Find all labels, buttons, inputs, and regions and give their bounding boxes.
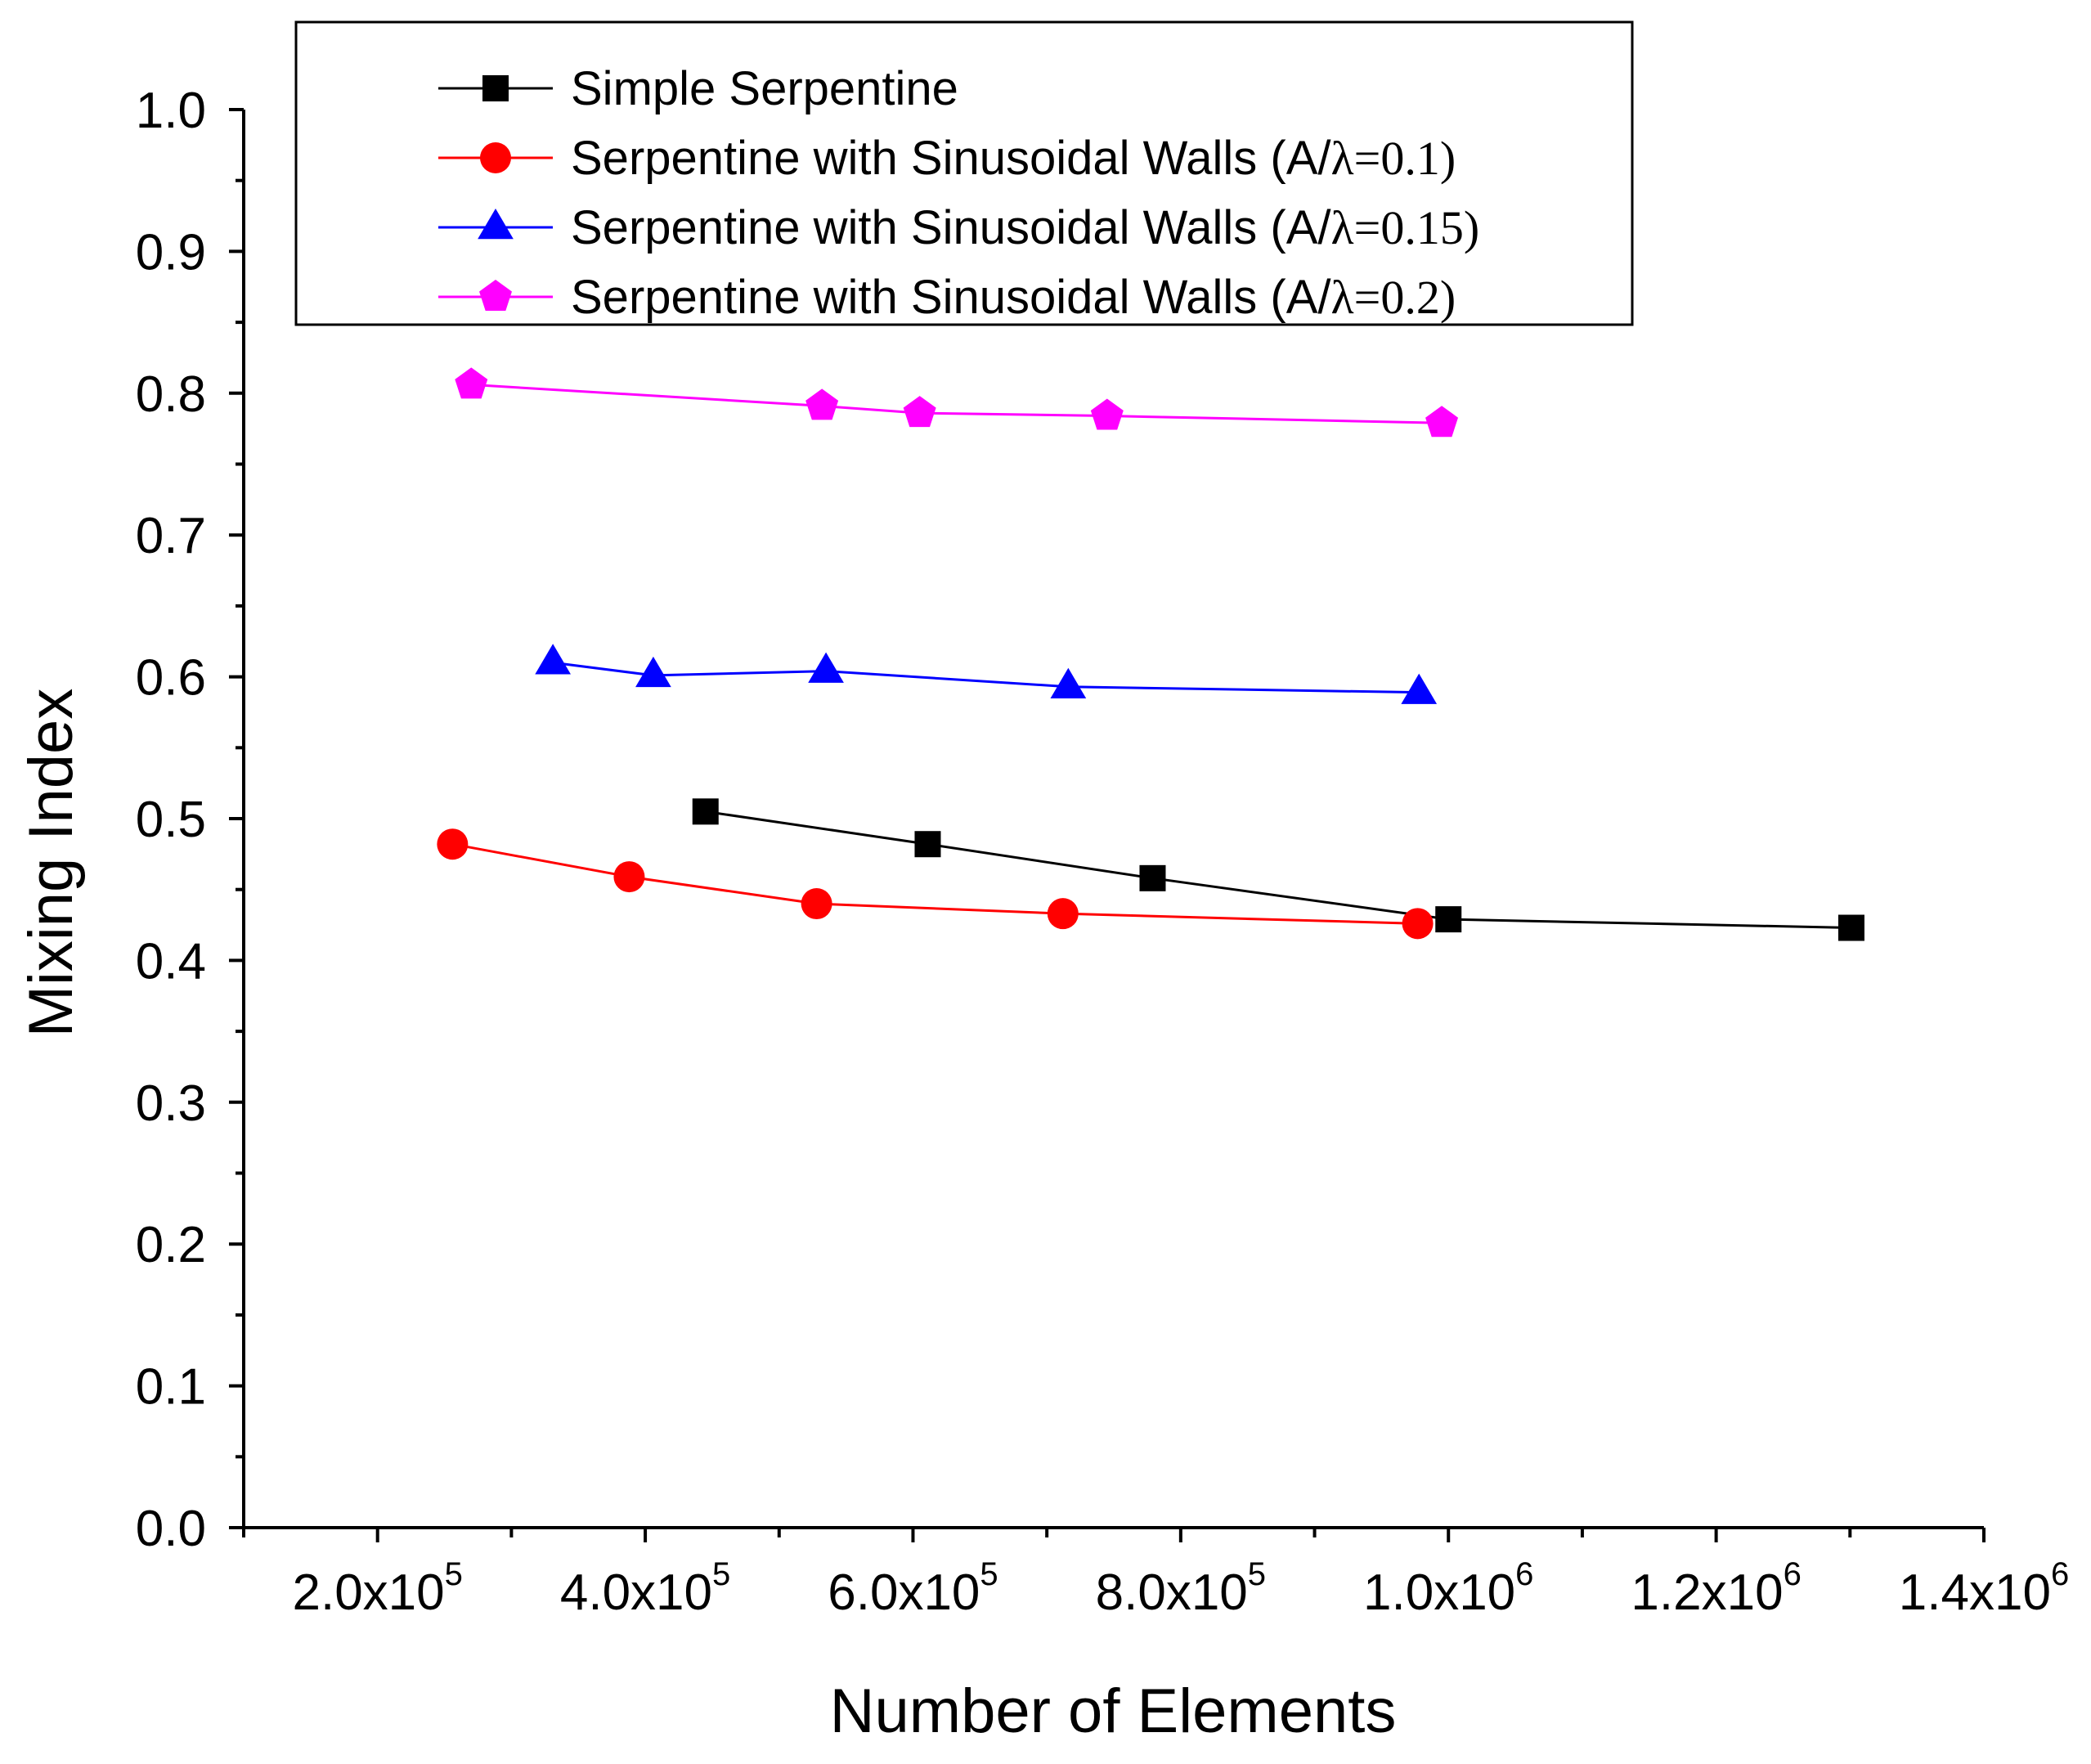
data-point (613, 861, 645, 893)
x-tick-label: 4.0x105 (560, 1556, 730, 1621)
data-point (1402, 908, 1434, 940)
data-point (801, 888, 832, 920)
y-tick-label: 0.0 (136, 1501, 206, 1557)
x-tick-label: 1.0x106 (1363, 1556, 1533, 1621)
series-4 (455, 367, 1459, 438)
data-point (535, 644, 571, 675)
data-point (808, 652, 844, 683)
y-tick-label: 0.6 (136, 650, 206, 707)
x-axis-ticks: 2.0x105 4.0x105 6.0x105 8.0x105 1.0x106 1.2x1… (242, 1528, 2069, 1621)
data-point (1047, 898, 1079, 930)
series-3 (535, 644, 1438, 704)
data-point (805, 388, 839, 420)
legend-label: Serpentine with Sinusoidal Walls (A/λ=0.… (571, 201, 1479, 254)
data-point (1050, 667, 1087, 698)
data-point (437, 828, 469, 860)
y-tick-label: 0.5 (136, 792, 206, 848)
legend-marker (480, 142, 511, 173)
legend-entry: Serpentine with Sinusoidal Walls (A/λ=0.… (438, 132, 1456, 185)
series-2 (437, 828, 1434, 940)
data-point (1425, 406, 1459, 438)
y-tick-label: 0.1 (136, 1359, 206, 1416)
data-point (635, 656, 671, 688)
data-point (1837, 914, 1864, 941)
data-point (1090, 398, 1124, 430)
legend-label: Simple Serpentine (571, 62, 958, 115)
data-point (903, 396, 936, 428)
legend-label: Serpentine with Sinusoidal Walls (A/λ=0.… (571, 271, 1456, 324)
data-point (1139, 864, 1166, 891)
x-tick-label: 1.4x106 (1899, 1556, 2069, 1621)
x-tick-label: 6.0x105 (828, 1556, 998, 1621)
y-axis-title: Mixing Index (16, 689, 86, 1038)
legend-label: Serpentine with Sinusoidal Walls (A/λ=0.… (571, 132, 1456, 185)
data-point (455, 367, 488, 399)
x-tick-label: 2.0x105 (292, 1556, 462, 1621)
y-tick-label: 0.8 (136, 366, 206, 423)
legend-entry: Serpentine with Sinusoidal Walls (A/λ=0.… (438, 201, 1479, 254)
x-tick-label: 8.0x105 (1096, 1556, 1266, 1621)
legend-marker (478, 209, 514, 240)
legend-box (294, 20, 1634, 326)
data-point (692, 798, 719, 825)
legend-marker (482, 75, 509, 101)
y-tick-label: 0.2 (136, 1217, 206, 1273)
legend-entry: Serpentine with Sinusoidal Walls (A/λ=0.… (438, 271, 1456, 324)
y-tick-label: 0.4 (136, 933, 206, 990)
y-tick-label: 0.3 (136, 1075, 206, 1132)
legend-entry: Simple Serpentine (438, 62, 958, 115)
data-point (1401, 673, 1438, 704)
legend-marker (479, 280, 512, 311)
x-axis-title: Number of Elements (830, 1676, 1397, 1746)
series-layer (437, 367, 1864, 941)
y-tick-label: 0.9 (136, 224, 206, 281)
y-axis-ticks: 0.0 0.1 0.2 0.3 0.4 0.5 0.6 0.7 0.8 0.9 1.0 (136, 83, 244, 1557)
y-tick-label: 0.7 (136, 508, 206, 564)
y-tick-label: 1.0 (136, 83, 206, 139)
series-1 (692, 798, 1864, 941)
x-tick-label: 1.2x106 (1631, 1556, 1801, 1621)
data-point (1435, 906, 1462, 933)
data-point (914, 831, 941, 858)
legend: Simple Serpentine Serpentine with Sinusoi… (294, 20, 1634, 326)
